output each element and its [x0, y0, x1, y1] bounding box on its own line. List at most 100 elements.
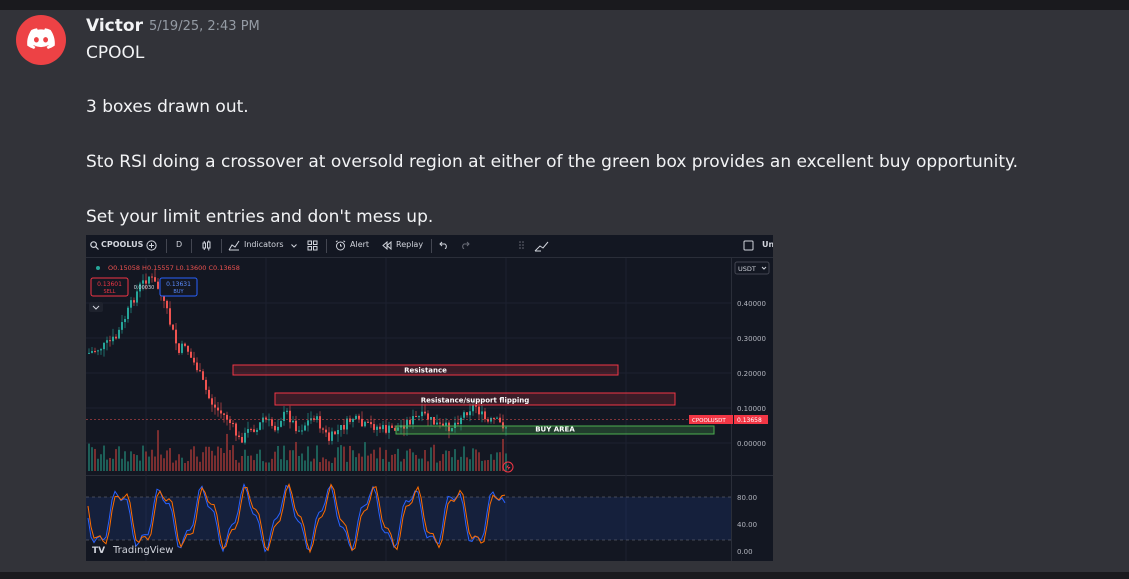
candle-body [481, 411, 483, 415]
toolbar-divider [326, 239, 327, 253]
volume-bar [229, 450, 231, 471]
search-icon[interactable] [90, 241, 99, 250]
volume-bar [388, 461, 390, 471]
volume-bar [310, 461, 312, 471]
candle-body [478, 406, 480, 415]
volume-bar [367, 455, 369, 471]
volume-bar [262, 461, 264, 471]
candle-body [337, 429, 339, 435]
candle-body [322, 428, 324, 430]
candle-body [355, 415, 357, 419]
candle-body [406, 420, 408, 429]
sell-button [90, 277, 129, 297]
candle-body [199, 370, 201, 372]
symbol-search[interactable]: CPOOLUS [101, 240, 144, 249]
drawing-tool-icon[interactable] [534, 239, 550, 252]
volume-bar [484, 460, 486, 471]
replay-icon[interactable] [382, 241, 392, 250]
candle-body [88, 352, 90, 354]
volume-bar [298, 455, 300, 471]
volume-bar [271, 458, 273, 471]
fullscreen-icon[interactable] [743, 240, 754, 251]
volume-bar [118, 446, 120, 471]
rsi-tick-label: 80.00 [737, 494, 757, 502]
candle-body [385, 425, 387, 433]
candle-body [262, 417, 264, 423]
candles-icon[interactable] [201, 240, 212, 251]
volume-bar [487, 460, 489, 471]
candle-body [418, 416, 420, 418]
volume-bar [451, 457, 453, 471]
indicators-button[interactable]: Indicators [244, 240, 284, 249]
volume-bar [502, 438, 504, 471]
candle-body [223, 413, 225, 415]
candle-body [97, 350, 99, 352]
lightning-bolt-icon [506, 464, 511, 471]
chevron-down-icon[interactable] [291, 244, 297, 248]
candle-body [187, 345, 189, 352]
candle-body [466, 412, 468, 416]
status-dot-icon [96, 266, 100, 270]
volume-bar [448, 451, 450, 471]
candle-body [127, 307, 129, 320]
volume-bar [91, 447, 93, 471]
author-name[interactable]: Victor [86, 16, 143, 36]
indicators-icon[interactable] [228, 240, 240, 251]
candle-body [409, 420, 411, 425]
volume-bar [250, 455, 252, 471]
chart-image[interactable]: CPOOLUS D Indicators Alert Replay Un 0.4… [86, 235, 773, 561]
candle-body [112, 336, 114, 342]
candle-body [205, 379, 207, 390]
candle-body [289, 410, 291, 423]
buy-area-box [395, 425, 715, 435]
volume-bar [301, 453, 303, 471]
volume-bar [214, 455, 216, 471]
volume-bar [460, 456, 462, 471]
volume-bar [400, 461, 402, 471]
sell-price: 0.13601 [97, 281, 122, 288]
candle-body [484, 411, 486, 420]
rsi-tick-label: 0.00 [737, 548, 753, 556]
candle-body [133, 300, 135, 303]
buy-price: 0.13631 [166, 281, 191, 288]
volume-bar [226, 433, 228, 471]
rsi-tick-label: 40.00 [737, 521, 757, 529]
volume-bar [232, 445, 234, 471]
candle-body [181, 343, 183, 353]
volume-bar [115, 449, 117, 471]
flip-box-label: Resistance/support flipping [421, 397, 530, 405]
volume-bar [133, 454, 135, 471]
volume-bar [325, 459, 327, 471]
undo-icon[interactable] [439, 241, 449, 249]
candle-body [472, 405, 474, 412]
message-line-3: Sto RSI doing a crossover at oversold re… [86, 152, 1019, 172]
volume-bar [247, 455, 249, 471]
candle-body [376, 426, 378, 430]
candle-body [115, 336, 117, 339]
volume-bar [418, 458, 420, 471]
volume-bar [235, 459, 237, 471]
volume-bar [100, 454, 102, 471]
candle-body [163, 295, 165, 301]
interval-button[interactable]: D [176, 240, 183, 249]
alarm-clock-icon[interactable] [335, 240, 346, 251]
volume-bar [244, 449, 246, 471]
alert-button[interactable]: Alert [350, 240, 370, 249]
redo-icon[interactable] [460, 241, 470, 249]
message-timestamp: 5/19/25, 2:43 PM [149, 19, 260, 34]
volume-bar [409, 448, 411, 471]
volume-bar [307, 446, 309, 471]
volume-bar [259, 449, 261, 471]
candle-body [325, 429, 327, 433]
volume-bar [253, 460, 255, 471]
avatar[interactable] [16, 15, 66, 65]
volume-bar [187, 461, 189, 471]
candle-body [226, 414, 228, 420]
volume-bar [385, 449, 387, 471]
drag-handle-icon[interactable] [519, 241, 525, 251]
price-chart[interactable]: 0.40000 0.30000 0.20000 0.10000 0.00000 80.00… [86, 258, 773, 561]
layouts-icon[interactable] [307, 240, 318, 251]
volume-bar [481, 460, 483, 471]
replay-button[interactable]: Replay [396, 240, 424, 249]
add-symbol-icon[interactable] [146, 240, 157, 251]
